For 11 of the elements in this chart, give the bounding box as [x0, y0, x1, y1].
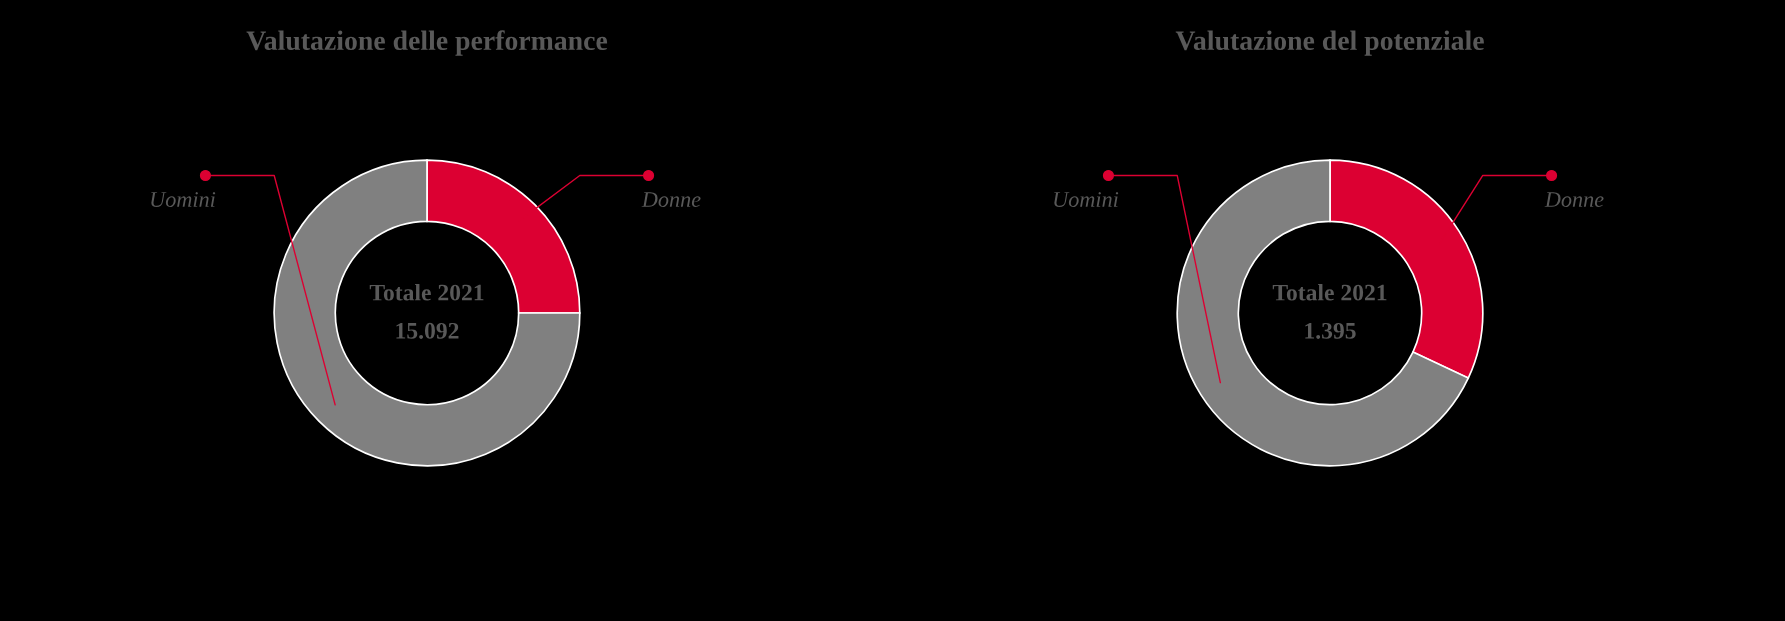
text: 1.395 [1305, 322, 1356, 339]
donut-slice [273, 159, 581, 467]
legend-label: Donne [641, 192, 701, 208]
text: 15.092 [396, 322, 459, 339]
text: Totale 2021 [1272, 283, 1387, 301]
slice-label: Uomini [151, 192, 216, 208]
text: Totale 2021 [369, 283, 484, 301]
chart-title: Valutazione delle performance [246, 30, 608, 56]
chart-title: Valutazione del potenziale [1175, 30, 1484, 56]
slice-label: Uomini [1054, 192, 1119, 208]
legend-label: Donne [1544, 192, 1604, 208]
